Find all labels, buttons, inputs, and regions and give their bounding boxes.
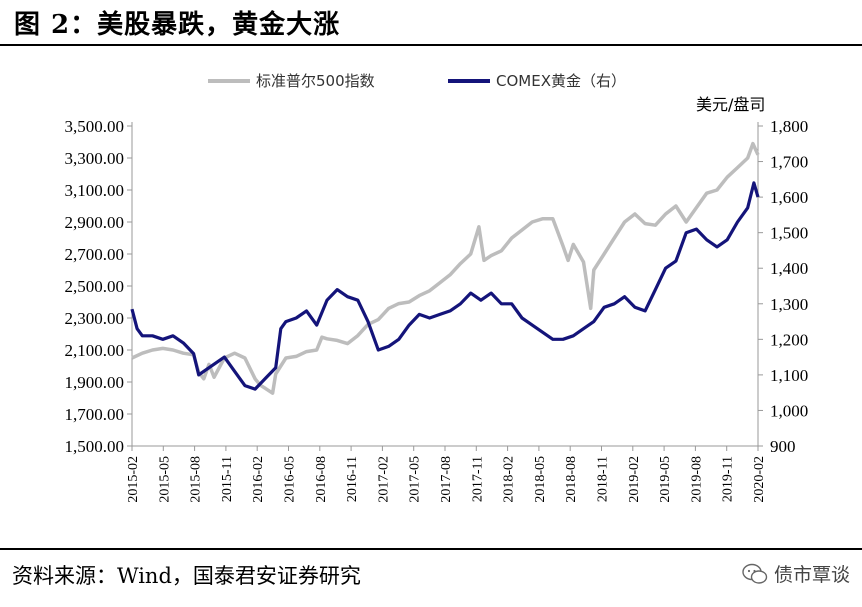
x-tick-label: 2017-05 [408, 456, 423, 503]
source-note: 资料来源：Wind，国泰君安证券研究 [12, 564, 361, 588]
x-tick-label: 2016-08 [314, 456, 329, 503]
title-rule [0, 44, 862, 46]
right-tick-label: 1,700 [770, 153, 808, 172]
footer-rule [0, 548, 862, 550]
left-tick-label: 3,500.00 [65, 117, 125, 136]
x-tick-label: 2015-05 [157, 456, 172, 503]
right-tick-label: 900 [770, 437, 796, 456]
x-tick-label: 2016-11 [345, 456, 360, 502]
x-tick-label: 2017-02 [376, 456, 391, 503]
x-tick-label: 2018-02 [502, 456, 517, 503]
x-tick-label: 2020-02 [752, 456, 767, 503]
x-tick-label: 2015-08 [189, 456, 204, 503]
sp500-line [131, 141, 760, 395]
right-tick-label: 1,500 [770, 224, 808, 243]
gold-line [130, 181, 760, 391]
x-tick-label: 2018-11 [596, 456, 611, 502]
left-tick-label: 1,900.00 [65, 373, 125, 392]
x-tick-label: 2019-02 [627, 456, 642, 503]
watermark-label: 债市覃谈 [773, 564, 850, 586]
legend-label-gold: COMEX黄金（右） [496, 72, 626, 90]
axes: 1,500.00 1,700.00 1,900.00 2,100.00 2,300.00… [65, 117, 809, 503]
x-tick-label: 2019-08 [689, 456, 704, 503]
chart: 标准普尔500指数 COMEX黄金（右） 美元/盘司 1,500.00 1,700… [65, 72, 809, 503]
left-tick-label: 3,300.00 [65, 149, 125, 168]
watermark: 债市覃谈 [742, 560, 850, 587]
right-tick-label: 1,300 [770, 295, 808, 314]
legend: 标准普尔500指数 COMEX黄金（右） [208, 72, 626, 90]
left-tick-label: 2,700.00 [65, 245, 125, 264]
wechat-icon [742, 563, 768, 584]
x-tick-label: 2018-05 [533, 456, 548, 503]
right-tick-label: 1,400 [770, 259, 808, 278]
x-tick-label: 2017-11 [470, 456, 485, 502]
x-tick-label: 2019-11 [721, 456, 736, 502]
right-axis-unit: 美元/盘司 [696, 95, 765, 114]
left-tick-label: 2,300.00 [65, 309, 125, 328]
left-tick-label: 2,100.00 [65, 341, 125, 360]
left-tick-label: 1,500.00 [65, 437, 125, 456]
left-tick-label: 2,500.00 [65, 277, 125, 296]
right-tick-label: 1,800 [770, 117, 808, 136]
x-tick-label: 2015-11 [220, 456, 235, 502]
x-tick-label: 2016-02 [251, 456, 266, 503]
legend-label-sp500: 标准普尔500指数 [256, 72, 375, 90]
left-tick-label: 2,900.00 [65, 213, 125, 232]
left-tick-label: 3,100.00 [65, 181, 125, 200]
x-tick-label: 2016-05 [283, 456, 298, 503]
right-tick-label: 1,200 [770, 330, 808, 349]
series-layer [130, 141, 760, 395]
x-tick-label: 2017-08 [439, 456, 454, 503]
left-tick-label: 1,700.00 [65, 405, 125, 424]
x-tick-label: 2018-08 [564, 456, 579, 503]
right-tick-label: 1,600 [770, 188, 808, 207]
x-tick-label: 2015-02 [126, 456, 141, 503]
figure-title: 图 2：美股暴跌，黄金大涨 [14, 10, 341, 40]
right-tick-label: 1,000 [770, 401, 808, 420]
right-tick-label: 1,100 [770, 366, 808, 385]
x-tick-label: 2019-05 [658, 456, 673, 503]
